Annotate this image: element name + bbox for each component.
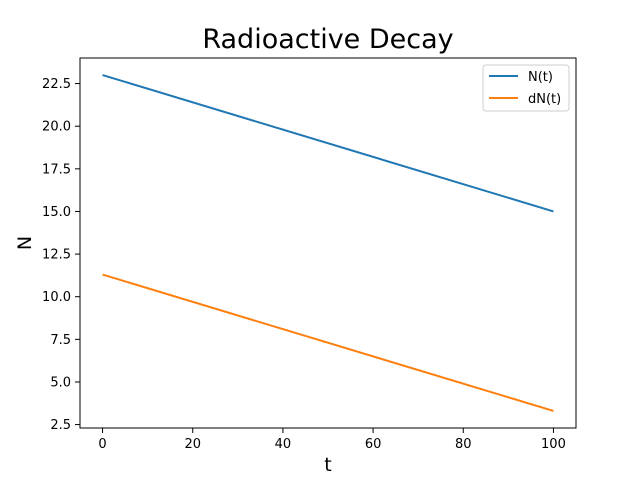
y-tick-label: 12.5 xyxy=(42,248,71,263)
series-line-1 xyxy=(102,273,554,412)
legend-label-n: N(t) xyxy=(528,70,553,85)
y-tick-label: 2.5 xyxy=(50,418,71,433)
chart-title: Radioactive Decay xyxy=(202,24,453,55)
y-tick-label: 17.5 xyxy=(42,162,71,177)
series-layer xyxy=(102,74,554,412)
legend-label-dn: dN(t) xyxy=(528,92,561,107)
series-line-0 xyxy=(102,74,554,213)
x-tick-label: 100 xyxy=(541,437,566,452)
x-tick-label: 20 xyxy=(184,437,201,452)
y-tick-label: 7.5 xyxy=(50,333,71,348)
x-axis: 0 20 40 60 80 100 xyxy=(98,428,566,452)
y-axis-label: N xyxy=(14,236,36,250)
x-tick-label: 40 xyxy=(275,437,292,452)
y-tick-label: 5.0 xyxy=(50,375,71,390)
plot-frame xyxy=(79,57,577,429)
y-tick-label: 10.0 xyxy=(42,290,71,305)
y-tick-label: 22.5 xyxy=(42,77,71,92)
x-tick-label: 80 xyxy=(455,437,472,452)
x-axis-label: t xyxy=(324,454,331,476)
x-tick-label: 0 xyxy=(98,437,106,452)
y-axis: 2.5 5.0 7.5 10.0 12.5 15.0 17.5 20.0 22.5 xyxy=(42,77,80,433)
y-tick-label: 20.0 xyxy=(42,120,71,135)
x-tick-label: 60 xyxy=(365,437,382,452)
y-tick-label: 15.0 xyxy=(42,205,71,220)
legend: N(t) dN(t) xyxy=(482,64,570,112)
